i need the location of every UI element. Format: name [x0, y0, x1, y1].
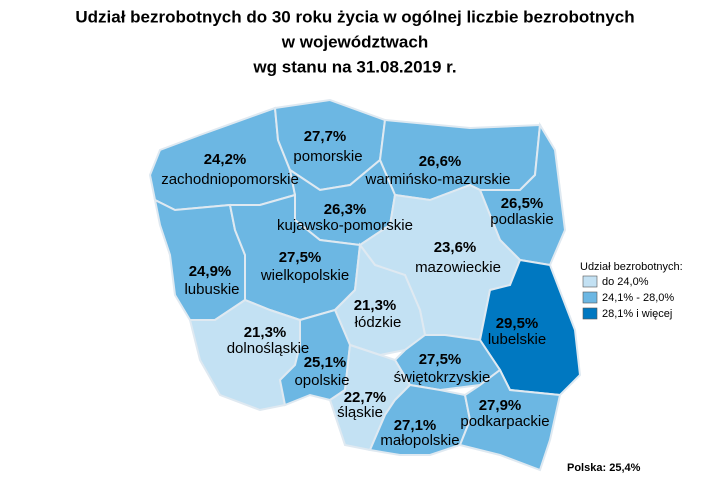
- legend-swatch: [582, 275, 598, 288]
- region-name: warmińsko-mazurskie: [364, 171, 510, 188]
- region-name: opolskie: [294, 372, 349, 389]
- region-name: podkarpackie: [460, 413, 549, 430]
- region-value: 25,1%: [304, 354, 347, 371]
- region-name: śląskie: [337, 404, 383, 421]
- region-value: 24,2%: [204, 151, 247, 168]
- region-value: 22,7%: [344, 389, 387, 406]
- region-name: wielkopolskie: [260, 267, 349, 284]
- total-value: 25,4%: [609, 462, 640, 474]
- region-value: 24,9%: [189, 263, 232, 280]
- legend-swatch: [582, 307, 598, 320]
- region: [458, 368, 562, 472]
- region-name: dolnośląskie: [227, 340, 310, 357]
- region-value: 26,6%: [419, 153, 462, 170]
- region-name: kujawsko-pomorskie: [277, 217, 413, 234]
- region-name: łódzkie: [355, 314, 402, 331]
- legend-label: 28,1% i więcej: [602, 308, 672, 320]
- legend-title: Udział bezrobotnych:: [580, 261, 683, 273]
- region-value: 29,5%: [496, 315, 539, 332]
- region-value: 26,3%: [324, 201, 367, 218]
- region-value: 27,5%: [419, 351, 462, 368]
- region: [278, 308, 352, 407]
- total: Polska: 25,4%: [567, 462, 641, 474]
- region-name: zachodniopomorskie: [161, 171, 299, 188]
- region-value: 27,5%: [279, 249, 322, 266]
- region-name: lubelskie: [488, 331, 546, 348]
- region-value: 21,3%: [354, 297, 397, 314]
- legend-label: do 24,0%: [602, 276, 649, 288]
- region-name: lubuskie: [184, 281, 239, 298]
- region-value: 23,6%: [434, 239, 477, 256]
- region-name: mazowieckie: [415, 259, 501, 276]
- region: [153, 198, 246, 321]
- legend-label: 24,1% - 28,0%: [602, 292, 674, 304]
- region-value: 27,7%: [304, 128, 347, 145]
- title: Udział bezrobotnych do 30 roku życia w o…: [75, 7, 634, 26]
- legend-swatch: [582, 291, 598, 304]
- region-value: 27,9%: [479, 397, 522, 414]
- region-value: 27,1%: [394, 417, 437, 434]
- region-value: 26,5%: [501, 195, 544, 212]
- total-label: Polska:: [567, 462, 606, 474]
- region-name: podlaskie: [490, 211, 553, 228]
- region-name: świętokrzyskie: [394, 369, 491, 386]
- title: w województwach: [281, 32, 428, 51]
- title: wg stanu na 31.08.2019 r.: [252, 57, 456, 76]
- region-value: 21,3%: [244, 324, 287, 341]
- region-name: pomorskie: [293, 148, 362, 165]
- region-name: małopolskie: [380, 432, 459, 449]
